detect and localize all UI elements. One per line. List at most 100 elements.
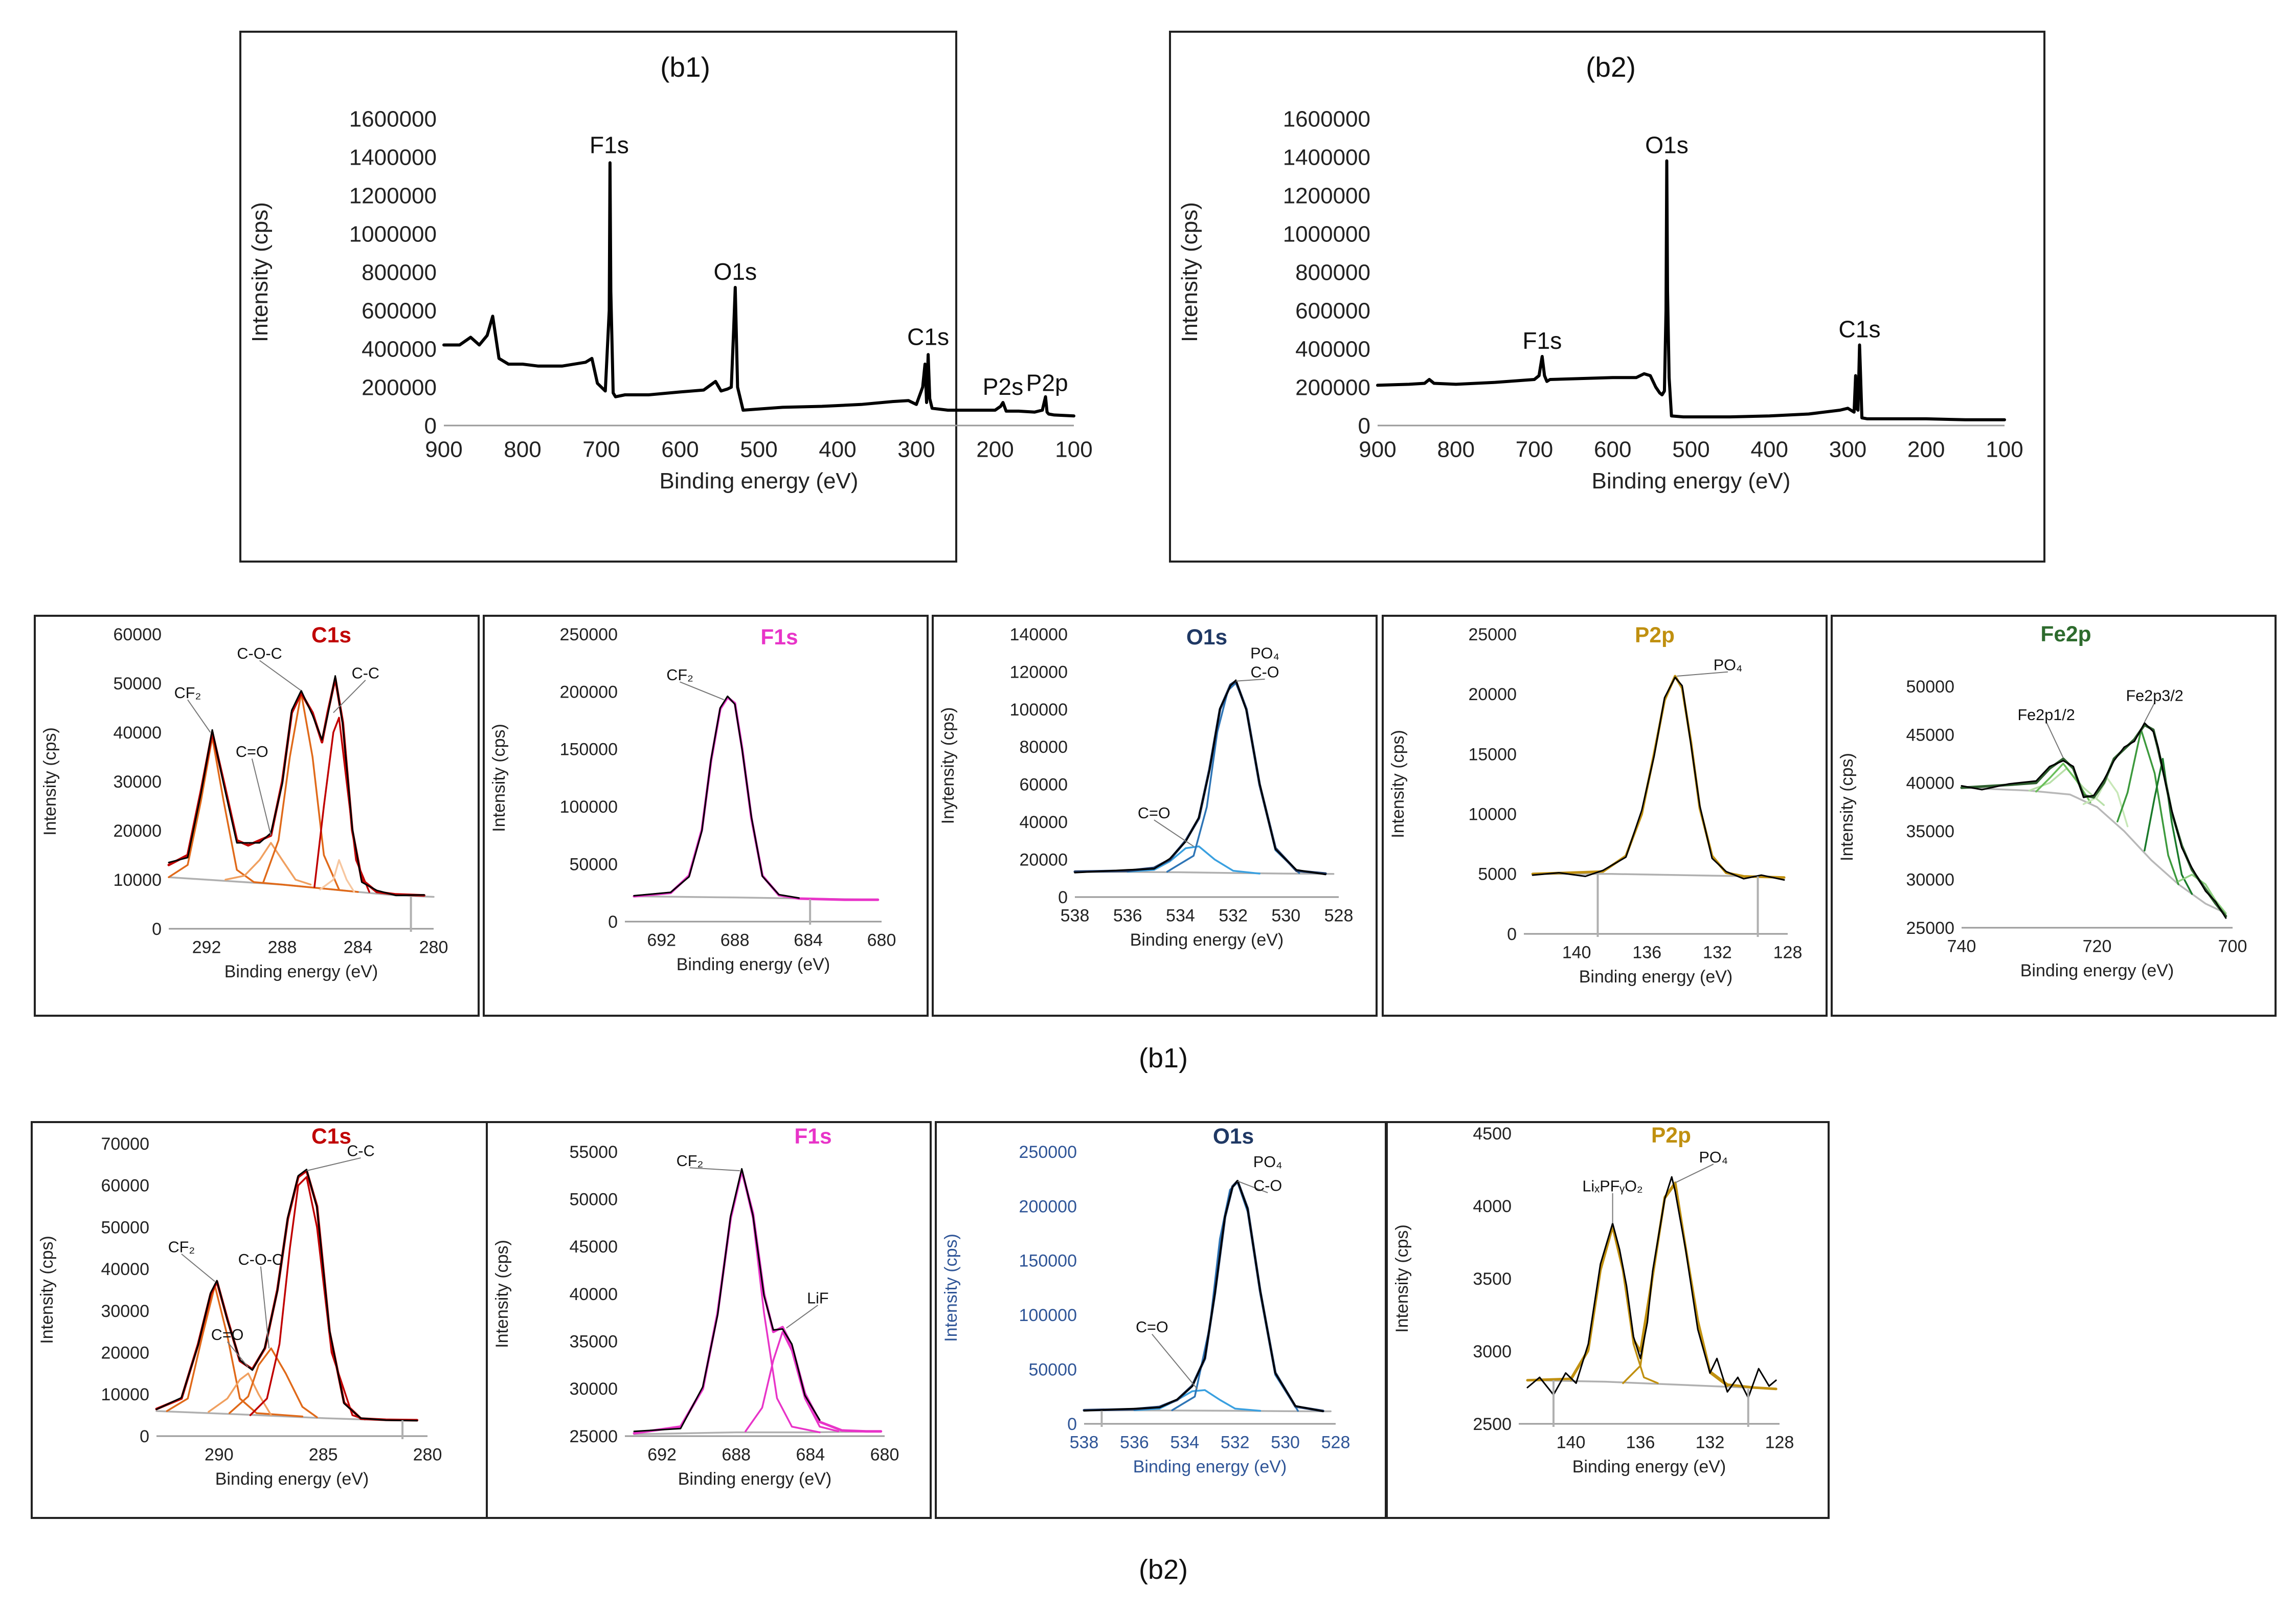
chart-b2-f1s: 25000 30000 35000 40000 45000 50000 55000 692 68… xyxy=(486,1121,932,1519)
x-tick-label: 900 xyxy=(425,437,462,462)
peak-annotation: CF₂ xyxy=(666,666,693,684)
x-tick-label: 132 xyxy=(1696,1433,1725,1452)
annotation-leader xyxy=(1675,1164,1714,1183)
y-tick-label: 70000 xyxy=(101,1134,149,1154)
peak-annotation: PO₄ xyxy=(1253,1153,1282,1171)
annotation-leader xyxy=(333,680,366,713)
y-tick-label: 1200000 xyxy=(1283,183,1370,208)
x-axis-label: Binding energy (eV) xyxy=(215,1469,369,1489)
y-tick-label: 40000 xyxy=(113,723,162,743)
annotation-leader xyxy=(260,1266,270,1349)
y-tick-label: 250000 xyxy=(560,625,618,644)
y-tick-label: 150000 xyxy=(560,740,618,759)
y-tick-label: 400000 xyxy=(362,337,437,362)
peak-annotation: C=O xyxy=(1138,804,1170,822)
annotation-leader xyxy=(2045,722,2064,758)
panel-frame xyxy=(34,615,480,1017)
y-tick-label: 0 xyxy=(1067,1415,1077,1434)
x-tick-label: 530 xyxy=(1271,1433,1300,1452)
annotation-leader xyxy=(306,1157,361,1172)
y-tick-label: 40000 xyxy=(1906,774,1954,793)
y-tick-label: 800000 xyxy=(362,260,437,285)
peak-annotation: CF₂ xyxy=(174,684,201,702)
peak-annotation: C-C xyxy=(352,664,379,682)
y-tick-label: 45000 xyxy=(1906,725,1954,745)
chart-title: (b2) xyxy=(1586,51,1636,83)
annotation-leader xyxy=(1677,671,1728,677)
series-data xyxy=(1074,679,1326,876)
y-axis-label: Intensity (cps) xyxy=(489,724,509,832)
annotation-leader xyxy=(2144,702,2155,723)
peak-annotation: C-O xyxy=(1253,1177,1282,1195)
x-tick-label: 720 xyxy=(2083,937,2112,956)
x-axis-label: Binding energy (eV) xyxy=(677,955,830,974)
y-tick-label: 60000 xyxy=(101,1176,149,1196)
chart-title: C1s xyxy=(311,623,351,647)
x-tick-label: 300 xyxy=(897,437,935,462)
y-tick-label: 3000 xyxy=(1473,1342,1512,1361)
x-tick-label: 692 xyxy=(647,931,676,950)
x-tick-label: 688 xyxy=(722,1445,751,1465)
y-tick-label: 100000 xyxy=(1019,1306,1077,1325)
x-tick-label: 528 xyxy=(1321,1433,1350,1452)
x-tick-label: 100 xyxy=(1055,437,1092,462)
y-tick-label: 25000 xyxy=(1906,919,1954,938)
y-tick-label: 55000 xyxy=(569,1143,618,1162)
y-tick-label: 0 xyxy=(140,1427,149,1446)
y-tick-label: 1600000 xyxy=(1283,106,1370,131)
y-tick-label: 35000 xyxy=(1906,822,1954,841)
panel-frame xyxy=(935,1121,1387,1519)
series-data xyxy=(1083,1179,1324,1412)
panel-frame xyxy=(486,1121,932,1519)
y-axis-label: Intensity (cps) xyxy=(1177,202,1202,342)
chart-b1-o1s: 0 20000 40000 60000 80000 100000 120000 140000 5… xyxy=(932,615,1378,1017)
x-tick-label: 284 xyxy=(344,938,373,957)
x-tick-label: 285 xyxy=(309,1445,338,1465)
x-tick-label: 536 xyxy=(1113,906,1142,926)
series-cf2-component xyxy=(168,736,359,893)
annotation-leader xyxy=(1154,819,1194,847)
y-tick-label: 0 xyxy=(1058,888,1068,907)
panel-frame xyxy=(1382,615,1828,1017)
x-tick-label: 128 xyxy=(1773,943,1803,963)
y-tick-label: 1400000 xyxy=(349,145,437,170)
y-tick-label: 30000 xyxy=(1906,870,1954,890)
x-tick-label: 800 xyxy=(1437,437,1475,462)
y-tick-label: 3500 xyxy=(1473,1269,1512,1289)
peak-annotation: Fe2p1/2 xyxy=(2017,706,2075,724)
x-tick-label: 900 xyxy=(1359,437,1396,462)
x-tick-label: 600 xyxy=(661,437,699,462)
y-axis-label: Intensity (cps) xyxy=(247,202,273,342)
x-tick-label: 400 xyxy=(819,437,856,462)
series-survey xyxy=(442,161,1075,418)
peak-annotation: F1s xyxy=(1522,327,1562,354)
y-tick-label: 140000 xyxy=(1010,625,1068,644)
y-tick-label: 1000000 xyxy=(349,221,437,247)
y-tick-label: 40000 xyxy=(101,1260,149,1279)
x-axis-label: Binding energy (eV) xyxy=(1592,468,1791,494)
y-tick-label: 1000000 xyxy=(1283,221,1370,247)
peak-annotation: PO₄ xyxy=(1699,1149,1728,1166)
y-tick-label: 400000 xyxy=(1295,337,1370,362)
x-tick-label: 300 xyxy=(1829,437,1866,462)
x-axis-label: Binding energy (eV) xyxy=(1579,967,1733,987)
series-c-c-component xyxy=(313,717,370,893)
x-tick-label: 700 xyxy=(582,437,620,462)
x-axis-label: Binding energy (eV) xyxy=(1130,930,1284,950)
y-tick-label: 100000 xyxy=(560,797,618,817)
y-tick-label: 30000 xyxy=(569,1379,618,1399)
y-axis-label: Inytensity (cps) xyxy=(938,707,958,824)
chart-title: F1s xyxy=(794,1125,831,1149)
chart-b1-fe2p: 25000 30000 35000 40000 45000 50000 740 720 700 B… xyxy=(1831,615,2277,1017)
x-tick-label: 684 xyxy=(794,931,823,950)
y-tick-label: 15000 xyxy=(1468,745,1517,764)
x-tick-label: 128 xyxy=(1765,1433,1794,1452)
panel-frame xyxy=(1386,1121,1830,1519)
y-tick-label: 50000 xyxy=(1028,1360,1077,1380)
series-data xyxy=(1526,1176,1777,1399)
x-tick-label: 538 xyxy=(1061,906,1090,926)
y-tick-label: 20000 xyxy=(101,1343,149,1362)
y-tick-label: 250000 xyxy=(1019,1143,1077,1162)
annotation-leader xyxy=(1237,1180,1268,1193)
